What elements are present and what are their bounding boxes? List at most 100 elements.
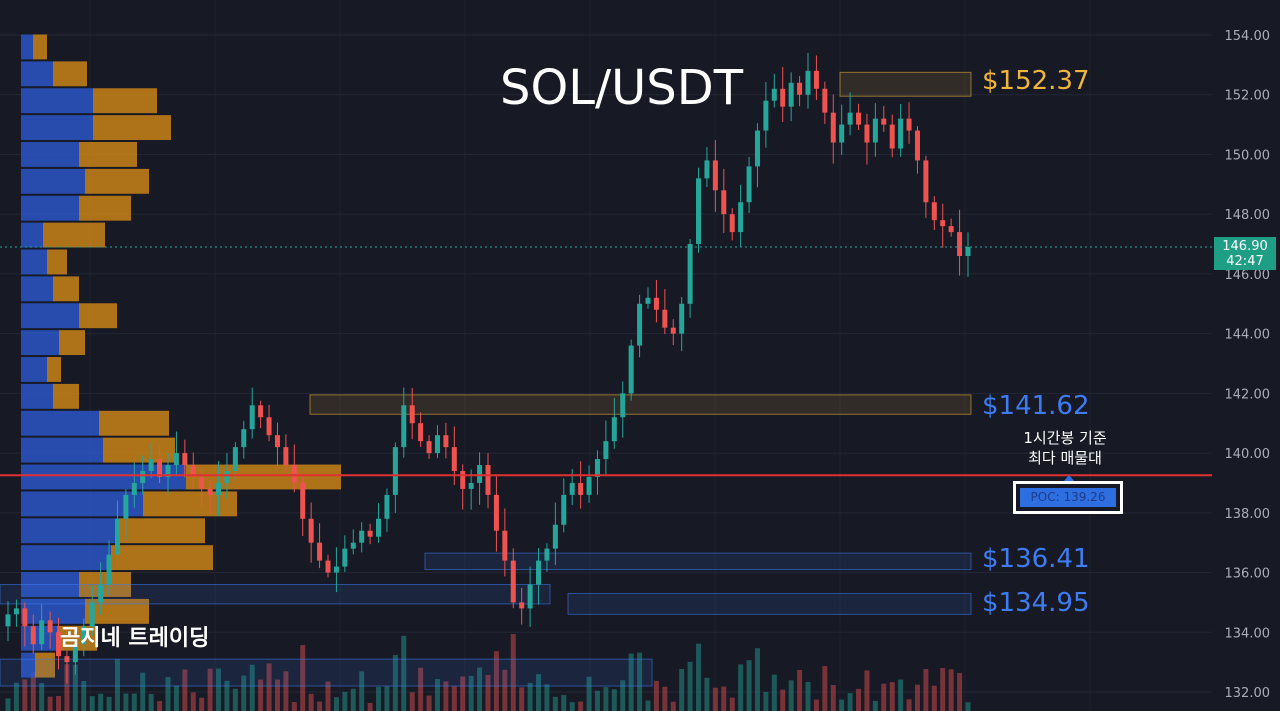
volume-bar xyxy=(822,666,828,711)
volume-bar xyxy=(392,654,398,711)
volume-bar xyxy=(300,645,306,711)
tick-label: 150.00 xyxy=(1225,148,1271,163)
candle-body xyxy=(418,423,424,442)
candle-body xyxy=(569,482,575,495)
volume-bar xyxy=(780,689,786,711)
poc-pointer-icon xyxy=(1063,475,1075,482)
volume-bar xyxy=(738,664,744,711)
volume-bar xyxy=(207,668,213,711)
volume-profile xyxy=(21,34,341,678)
candle-body xyxy=(485,465,491,495)
volume-bar xyxy=(906,699,912,711)
profile-sell-bar xyxy=(53,61,87,87)
volume-bar xyxy=(536,674,542,711)
candle-body xyxy=(923,160,929,203)
candle-body xyxy=(72,644,78,663)
volume-bar xyxy=(578,701,584,711)
volume-bar xyxy=(662,686,668,711)
candle-body xyxy=(754,130,760,167)
candle-body xyxy=(578,482,584,495)
candle-body xyxy=(81,626,87,645)
candle-body xyxy=(207,488,213,495)
tick-label: 132.00 xyxy=(1225,686,1271,701)
profile-sell-bar xyxy=(119,518,205,544)
candle-body xyxy=(704,160,710,179)
volume-bar xyxy=(359,671,365,711)
level-label-141: $141.62 xyxy=(982,391,1090,421)
volume-bar xyxy=(89,696,95,711)
candle-body xyxy=(797,82,803,95)
tick-label: 142.00 xyxy=(1225,387,1271,402)
volume-bar xyxy=(931,685,937,711)
current-price-tag: 146.90 42:47 xyxy=(1214,237,1276,270)
candle-body xyxy=(123,494,129,519)
volume-bar xyxy=(190,692,196,711)
volume-bar xyxy=(443,681,449,711)
candle-body xyxy=(696,178,702,245)
candle-body xyxy=(451,447,457,472)
candle-body xyxy=(199,476,205,489)
volume-bar xyxy=(746,660,752,711)
profile-sell-bar xyxy=(103,437,175,463)
candle-body xyxy=(401,405,407,448)
profile-buy-bar xyxy=(21,410,99,436)
candle-body xyxy=(468,482,474,489)
volume-bar xyxy=(199,697,205,711)
volume-bar xyxy=(182,669,188,711)
profile-sell-bar xyxy=(79,195,131,221)
profile-buy-bar xyxy=(21,303,79,329)
volume-bar xyxy=(712,687,718,711)
volume-bar xyxy=(864,670,870,711)
volume-bar xyxy=(140,672,146,711)
volume-bar xyxy=(165,677,171,711)
price-zone xyxy=(839,71,972,97)
profile-buy-bar xyxy=(21,545,111,571)
volume-bar xyxy=(325,681,331,711)
profile-buy-bar xyxy=(21,142,79,167)
volume-bar xyxy=(5,698,11,711)
volume-bar xyxy=(797,669,803,711)
candle-body xyxy=(98,584,104,603)
volume-bar xyxy=(98,693,104,711)
profile-sell-bar xyxy=(99,410,169,436)
profile-sell-bar xyxy=(143,491,237,517)
volume-bar xyxy=(502,669,508,711)
candle-body xyxy=(426,441,432,454)
tick-label: 138.00 xyxy=(1225,507,1271,522)
volume-bar xyxy=(266,663,272,711)
volume-bar xyxy=(418,667,424,711)
candle-body xyxy=(594,459,600,477)
candle-body xyxy=(258,405,264,418)
candle-body xyxy=(350,542,356,549)
candle-body xyxy=(182,453,188,466)
volume-bar xyxy=(64,664,70,711)
volume-bar xyxy=(22,679,28,711)
candle-body xyxy=(830,112,836,143)
volume-bar xyxy=(308,693,314,711)
candle-body xyxy=(13,608,19,615)
volume-bar xyxy=(409,692,415,711)
candle-body xyxy=(477,465,483,483)
candle-body xyxy=(856,112,862,125)
volume-bar xyxy=(628,653,634,711)
candle-body xyxy=(443,435,449,448)
volume-bar xyxy=(670,701,676,711)
volume-bar xyxy=(653,680,659,711)
candle-countdown: 42:47 xyxy=(1226,254,1264,269)
profile-sell-bar xyxy=(85,598,149,624)
volume-bar xyxy=(157,701,163,711)
volume-bar xyxy=(367,702,373,711)
profile-sell-bar xyxy=(186,464,341,490)
candle-body xyxy=(881,118,887,125)
candle-body xyxy=(384,494,390,519)
candle-body xyxy=(190,465,196,477)
volume-bar xyxy=(881,683,887,711)
volume-bar xyxy=(805,681,811,711)
tick-label: 136.00 xyxy=(1225,567,1271,582)
volume-bar xyxy=(729,697,735,711)
volume-bar xyxy=(771,674,777,711)
candle-body xyxy=(763,100,769,131)
volume-bar xyxy=(131,693,137,711)
candle-body xyxy=(39,620,45,645)
profile-buy-bar xyxy=(21,598,85,624)
